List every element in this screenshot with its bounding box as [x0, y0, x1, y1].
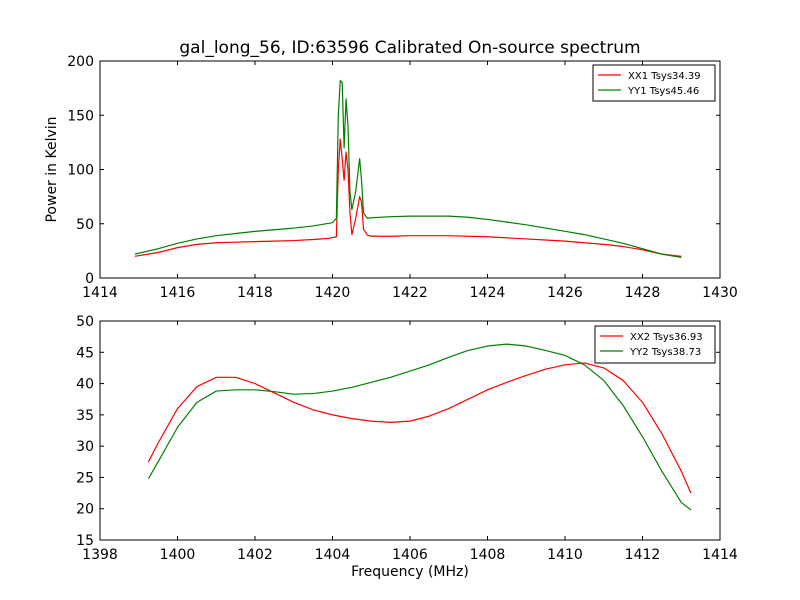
- x-tick-label: 1424: [470, 285, 506, 301]
- x-tick-label: 1398: [82, 547, 118, 563]
- x-tick-label: 1430: [702, 285, 738, 301]
- y-tick-label: 0: [85, 271, 94, 287]
- x-tick-label: 1420: [315, 285, 351, 301]
- y-tick-label: 40: [76, 377, 94, 393]
- y-tick-label: 45: [76, 345, 94, 361]
- y-tick-label: 25: [76, 470, 94, 486]
- series-line-yy1: [134, 79, 682, 258]
- x-tick-label: 1422: [392, 285, 428, 301]
- legend: XX1 Tsys34.39 YY1 Tsys45.46: [592, 64, 716, 102]
- legend-box: [592, 64, 716, 102]
- y-tick-label: 30: [76, 439, 94, 455]
- panel-top: 1414 1416 1418 1420 1422 1424 1426 1428 1430 0 50 1…: [44, 54, 738, 301]
- y-tick-label: 35: [76, 408, 94, 424]
- series-line-xx1: [134, 138, 682, 257]
- panel-bottom: 1398 1400 1402 1404 1406 1408 1410 1412 1414 15 20…: [76, 314, 738, 580]
- legend: XX2 Tsys36.93 YY2 Tsys38.73: [594, 325, 716, 364]
- legend-box: [594, 325, 716, 364]
- series-line-yy2: [147, 343, 692, 511]
- y-tick-label: 15: [76, 533, 94, 549]
- x-tick-label: 1404: [315, 547, 351, 563]
- y-tick-label: 50: [76, 314, 94, 330]
- y-tick-label: 20: [76, 502, 94, 518]
- series-line-xx2: [147, 362, 692, 494]
- x-tick-label: 1418: [237, 285, 273, 301]
- legend-entry: YY1 Tsys45.46: [627, 86, 699, 97]
- x-tick-label: 1402: [237, 547, 273, 563]
- y-tick-label: 150: [67, 108, 94, 124]
- y-axis-label: Power in Kelvin: [44, 116, 60, 222]
- x-tick-label: 1400: [160, 547, 196, 563]
- x-axis-label: Frequency (MHz): [351, 564, 469, 580]
- series-group: [147, 343, 692, 511]
- legend-entry: XX1 Tsys34.39: [628, 71, 701, 82]
- x-tick-label: 1416: [160, 285, 196, 301]
- x-tick-label: 1426: [547, 285, 583, 301]
- x-tick-label: 1414: [82, 285, 118, 301]
- y-tick-label: 200: [67, 54, 94, 70]
- x-tick-label: 1414: [702, 547, 738, 563]
- series-group: [134, 79, 682, 258]
- legend-entry: XX2 Tsys36.93: [630, 332, 703, 343]
- x-tick-label: 1428: [625, 285, 661, 301]
- x-tick-label: 1408: [470, 547, 506, 563]
- x-tick-label: 1412: [625, 547, 661, 563]
- x-tick-label: 1410: [547, 547, 583, 563]
- y-tick-label: 50: [76, 217, 94, 233]
- y-tick-label: 100: [67, 163, 94, 179]
- chart-title: gal_long_56, ID:63596 Calibrated On-sour…: [179, 38, 640, 58]
- x-tick-label: 1406: [392, 547, 428, 563]
- legend-entry: YY2 Tsys38.73: [629, 347, 701, 358]
